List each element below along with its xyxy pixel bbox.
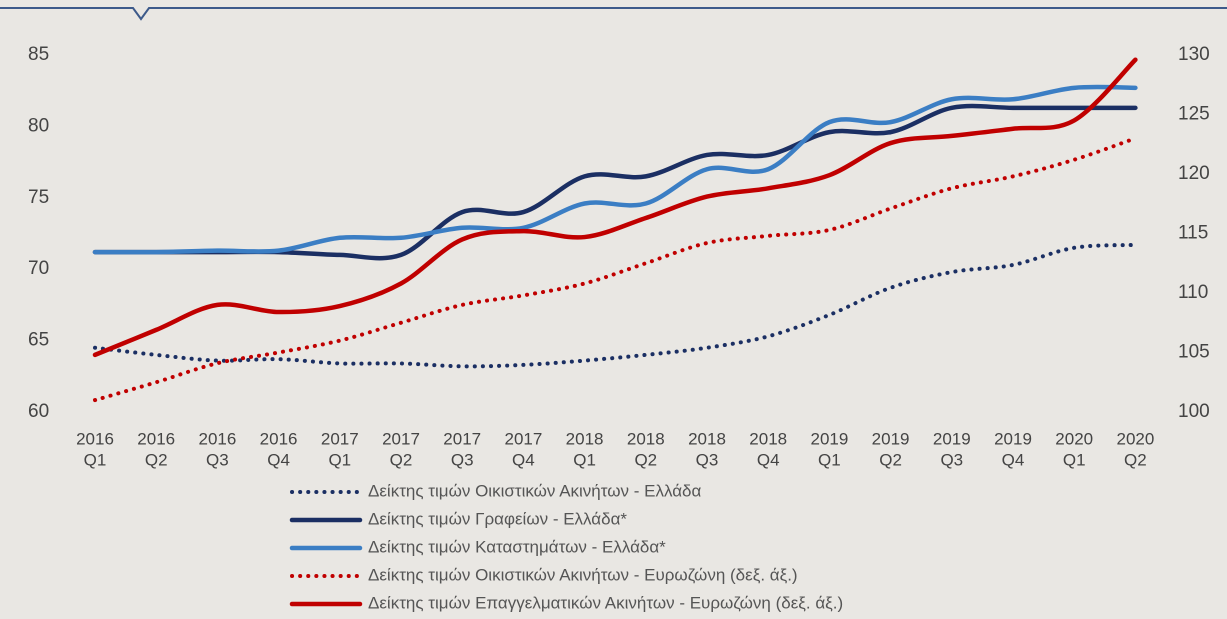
x-tick-label: Q1 [328,450,351,469]
y2-tick-label: 100 [1178,401,1210,422]
y-tick-label: 80 [28,115,49,136]
x-tick-label: 2016 [260,429,298,448]
x-tick-label: 2017 [504,429,542,448]
x-tick-label: Q1 [573,450,596,469]
x-tick-label: 2020 [1055,429,1093,448]
x-tick-label: 2019 [994,429,1032,448]
x-tick-label: Q2 [879,450,902,469]
x-tick-label: Q1 [1063,450,1086,469]
x-tick-label: Q2 [145,450,168,469]
x-tick-label: Q2 [634,450,657,469]
x-tick-label: Q1 [818,450,841,469]
x-tick-label: 2019 [872,429,910,448]
x-tick-label: 2017 [382,429,420,448]
x-tick-label: 2016 [137,429,175,448]
y-tick-label: 60 [28,401,49,422]
x-tick-label: Q3 [696,450,719,469]
x-tick-label: 2018 [688,429,726,448]
legend-label: Δείκτης τιμών Επαγγελματικών Ακινήτων - … [368,593,843,612]
x-tick-label: Q3 [940,450,963,469]
x-tick-label: 2017 [443,429,481,448]
x-tick-label: Q4 [267,450,290,469]
x-tick-label: 2018 [749,429,787,448]
x-tick-label: Q3 [206,450,229,469]
y2-tick-label: 120 [1178,163,1210,184]
x-tick-label: 2016 [198,429,236,448]
series-line [93,242,1138,369]
x-tick-label: Q2 [390,450,413,469]
top-rule [0,7,1227,21]
y2-tick-label: 105 [1178,342,1210,363]
legend-label: Δείκτης τιμών Οικιστικών Ακινήτων - Ελλά… [368,481,701,500]
y2-tick-label: 130 [1178,44,1210,65]
x-tick-label: Q4 [512,450,535,469]
legend-label: Δείκτης τιμών Γραφείων - Ελλάδα* [368,509,627,528]
series-line [92,84,1138,255]
series-line [92,57,1138,358]
y2-tick-label: 110 [1178,282,1208,303]
x-tick-label: Q4 [757,450,780,469]
x-tick-label: 2020 [1116,429,1154,448]
x-tick-label: 2016 [76,429,114,448]
x-tick-label: Q3 [451,450,474,469]
y2-tick-label: 125 [1178,104,1210,125]
series-line [93,136,1138,403]
y-tick-label: 75 [28,187,49,208]
x-tick-label: Q4 [1002,450,1025,469]
x-tick-label: 2017 [321,429,359,448]
x-tick-label: 2018 [566,429,604,448]
x-tick-label: 2019 [933,429,971,448]
x-tick-label: Q2 [1124,450,1147,469]
x-tick-label: 2019 [810,429,848,448]
y-tick-label: 70 [28,258,49,279]
legend-label: Δείκτης τιμών Οικιστικών Ακινήτων - Ευρω… [368,565,798,584]
y2-tick-label: 115 [1178,223,1208,244]
legend-label: Δείκτης τιμών Καταστημάτων - Ελλάδα* [368,537,666,556]
y-tick-label: 85 [28,44,49,65]
y-tick-label: 65 [28,330,49,351]
x-tick-label: 2018 [627,429,665,448]
x-tick-label: Q1 [84,450,107,469]
